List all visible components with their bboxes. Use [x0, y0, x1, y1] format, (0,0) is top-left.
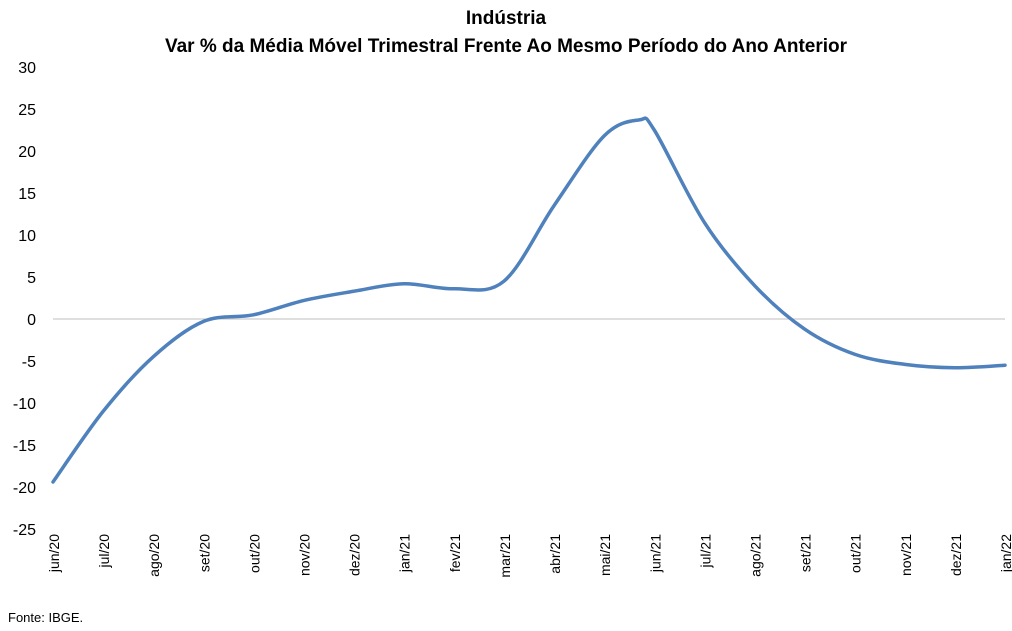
x-tick-label: ago/20: [146, 534, 162, 577]
y-tick-label: 30: [18, 60, 36, 77]
y-tick-label: 0: [27, 312, 36, 329]
y-tick-label: 25: [18, 102, 36, 119]
x-tick-label: set/21: [798, 534, 814, 572]
x-tick-label: jun/20: [46, 534, 62, 573]
series-line: [51, 116, 1007, 484]
x-tick-label: jul/21: [697, 534, 713, 569]
x-tick-label: nov/20: [297, 534, 313, 576]
x-tick-label: dez/20: [347, 534, 363, 576]
y-tick-label: -10: [13, 396, 36, 413]
x-tick-label: out/21: [848, 534, 864, 573]
source-note: Fonte: IBGE.: [8, 610, 84, 625]
x-tick-label: dez/21: [948, 534, 964, 576]
y-tick-label: -25: [13, 522, 36, 539]
x-tick-label: nov/21: [898, 534, 914, 576]
y-tick-label: 20: [18, 144, 36, 161]
x-tick-label: jun/21: [647, 534, 663, 573]
x-tick-label: mai/21: [597, 534, 613, 576]
y-tick-label: -15: [13, 438, 36, 455]
x-tick-label: jan/22: [998, 534, 1012, 573]
y-tick-label: -20: [13, 480, 36, 497]
x-tick-label: jul/20: [96, 534, 112, 569]
x-tick-label: ago/21: [747, 534, 763, 577]
x-tick-label: abr/21: [547, 534, 563, 574]
x-tick-label: mar/21: [497, 534, 513, 578]
x-tick-label: fev/21: [447, 534, 463, 572]
x-tick-label: set/20: [196, 534, 212, 572]
y-tick-label: -5: [22, 354, 36, 371]
y-tick-label: 5: [27, 270, 36, 287]
x-tick-label: jan/21: [397, 534, 413, 573]
x-tick-label: out/20: [246, 534, 262, 573]
chart-title: Indústria: [465, 8, 547, 29]
y-tick-label: 10: [18, 228, 36, 245]
y-tick-label: 15: [18, 186, 36, 203]
chart-subtitle: Var % da Média Móvel Trimestral Frente A…: [164, 36, 848, 57]
